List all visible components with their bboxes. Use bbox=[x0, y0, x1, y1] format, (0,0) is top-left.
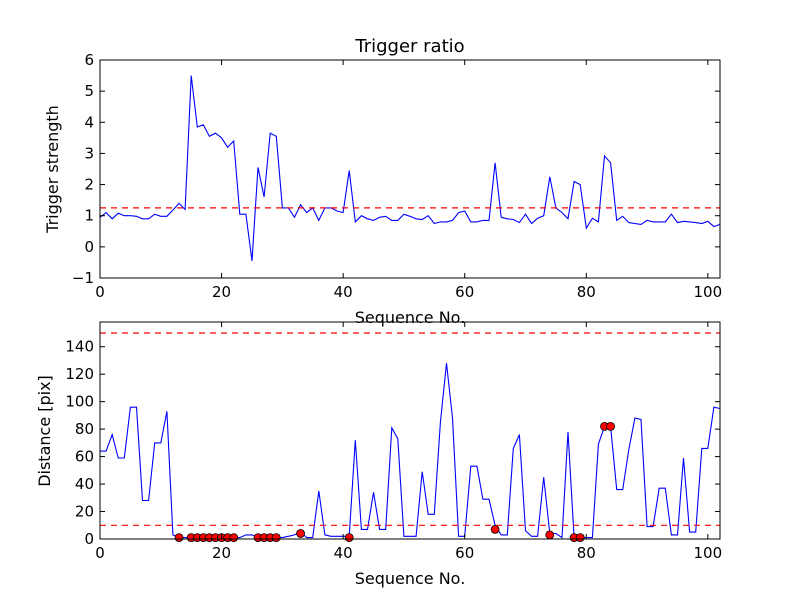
y-tick-label: 0 bbox=[84, 530, 94, 548]
x-tick-label: 80 bbox=[577, 283, 596, 301]
x-tick-label: 60 bbox=[455, 544, 474, 562]
y-tick-label: 40 bbox=[75, 475, 94, 493]
plot-frame bbox=[99, 321, 721, 540]
y-tick-label: 6 bbox=[84, 51, 94, 69]
x-tick-label: 20 bbox=[212, 544, 231, 562]
y-axis-label: Trigger strength bbox=[43, 105, 62, 234]
x-axis-label: Sequence No. bbox=[355, 569, 466, 588]
y-tick-label: 120 bbox=[65, 365, 94, 383]
x-tick-label: 100 bbox=[694, 283, 723, 301]
y-tick-label: 20 bbox=[75, 503, 94, 521]
y-tick-label: 5 bbox=[84, 82, 94, 100]
marker-point bbox=[606, 421, 615, 431]
y-tick-label: 100 bbox=[65, 393, 94, 411]
y-tick-label: 140 bbox=[65, 338, 94, 356]
trigger-ratio-panel: Trigger ratio Sequence No. Trigger stren… bbox=[43, 36, 722, 327]
marker-point bbox=[174, 533, 184, 543]
distance-panel: Sequence No. Distance [pix] 0 20 40 60 80 100… bbox=[35, 321, 723, 588]
marker-point bbox=[490, 524, 500, 534]
plot-frame bbox=[99, 59, 721, 279]
y-tick-label: −1 bbox=[72, 269, 94, 287]
x-tick-label: 0 bbox=[95, 283, 105, 301]
marker-point bbox=[344, 533, 354, 543]
x-tick-label: 60 bbox=[455, 283, 474, 301]
x-tick-label: 100 bbox=[694, 544, 723, 562]
x-tick-label: 40 bbox=[334, 283, 353, 301]
x-axis-label: Sequence No. bbox=[355, 308, 466, 327]
marker-point bbox=[296, 529, 305, 538]
y-tick-label: 0 bbox=[84, 238, 94, 256]
y-tick-label: 4 bbox=[84, 113, 94, 131]
y-axis-label: Distance [pix] bbox=[35, 375, 54, 487]
y-tick-label: 2 bbox=[84, 176, 94, 194]
marker-point bbox=[229, 533, 239, 543]
series-line bbox=[100, 75, 720, 261]
x-tick-label: 80 bbox=[577, 544, 596, 562]
x-tick-label: 40 bbox=[334, 544, 353, 562]
marker-point bbox=[545, 530, 555, 540]
marker-point bbox=[575, 533, 585, 543]
y-tick-label: 3 bbox=[84, 144, 94, 162]
chart-title: Trigger ratio bbox=[354, 36, 464, 57]
x-tick-label: 0 bbox=[95, 544, 105, 562]
y-tick-label: 1 bbox=[84, 207, 94, 225]
marker-point bbox=[271, 533, 281, 543]
x-tick-label: 20 bbox=[212, 283, 231, 301]
series-line bbox=[100, 363, 720, 539]
y-tick-label: 80 bbox=[75, 420, 94, 438]
y-tick-label: 60 bbox=[75, 448, 94, 466]
